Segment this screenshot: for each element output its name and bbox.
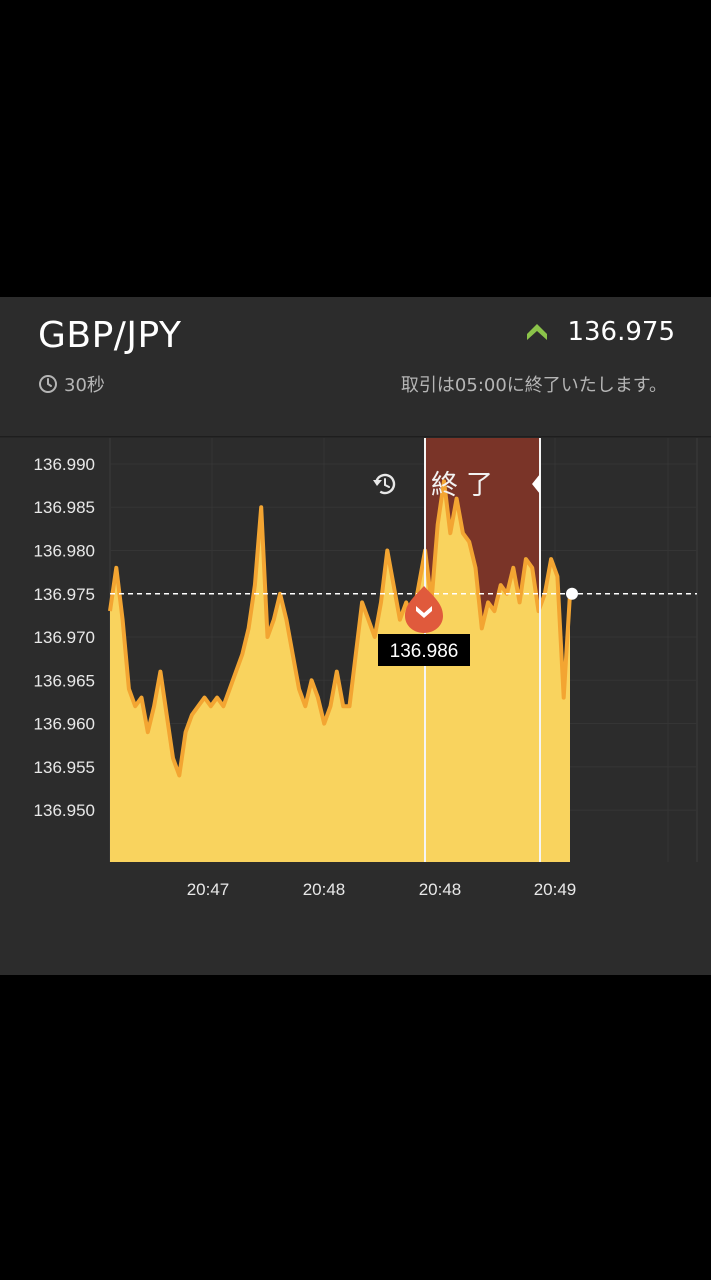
price-tooltip-text: 136.986 bbox=[390, 641, 459, 662]
trade-end-notice: 取引は05:00に終了いたします。 bbox=[400, 375, 667, 396]
x-tick-label: 20:47 bbox=[187, 880, 230, 899]
y-tick-label: 136.985 bbox=[34, 498, 95, 517]
x-tick-label: 20:48 bbox=[419, 880, 462, 899]
down-marker-icon bbox=[405, 586, 443, 633]
currency-pair-title: GBP/JPY bbox=[38, 315, 182, 356]
price-tooltip: 136.986 bbox=[378, 634, 470, 666]
y-tick-label: 136.980 bbox=[34, 541, 95, 560]
y-tick-label: 136.990 bbox=[34, 455, 95, 474]
y-tick-label: 136.975 bbox=[34, 585, 95, 604]
clock-icon bbox=[39, 375, 57, 393]
current-price: 136.975 bbox=[567, 317, 675, 347]
price-area-fill bbox=[110, 481, 570, 862]
duration-label: 30秒 bbox=[64, 375, 105, 396]
y-axis-labels: 136.990 136.985 136.980 136.975 136.970 136.9… bbox=[34, 455, 95, 820]
x-tick-label: 20:49 bbox=[534, 880, 577, 899]
x-tick-label: 20:48 bbox=[303, 880, 346, 899]
y-tick-label: 136.965 bbox=[34, 671, 95, 690]
y-tick-label: 136.950 bbox=[34, 801, 95, 820]
end-zone-label: 終了 bbox=[431, 470, 501, 501]
y-tick-label: 136.955 bbox=[34, 758, 95, 777]
y-tick-label: 136.970 bbox=[34, 628, 95, 647]
y-tick-label: 136.960 bbox=[34, 715, 95, 734]
trade-duration: 30秒 bbox=[38, 371, 105, 397]
x-axis-labels: 20:47 20:48 20:48 20:49 bbox=[187, 880, 577, 899]
current-price-dot bbox=[566, 587, 578, 600]
trade-panel: GBP/JPY 136.975 30秒 取引は05:00に終了いたします。 13… bbox=[0, 297, 711, 975]
price-chart[interactable]: 136.990 136.985 136.980 136.975 136.970 136.9… bbox=[0, 297, 711, 975]
price-display: 136.975 bbox=[525, 317, 675, 347]
up-arrow-icon bbox=[527, 324, 548, 340]
end-zone-handle-icon[interactable] bbox=[532, 474, 540, 494]
price-line bbox=[108, 479, 572, 778]
history-icon[interactable] bbox=[373, 472, 397, 495]
